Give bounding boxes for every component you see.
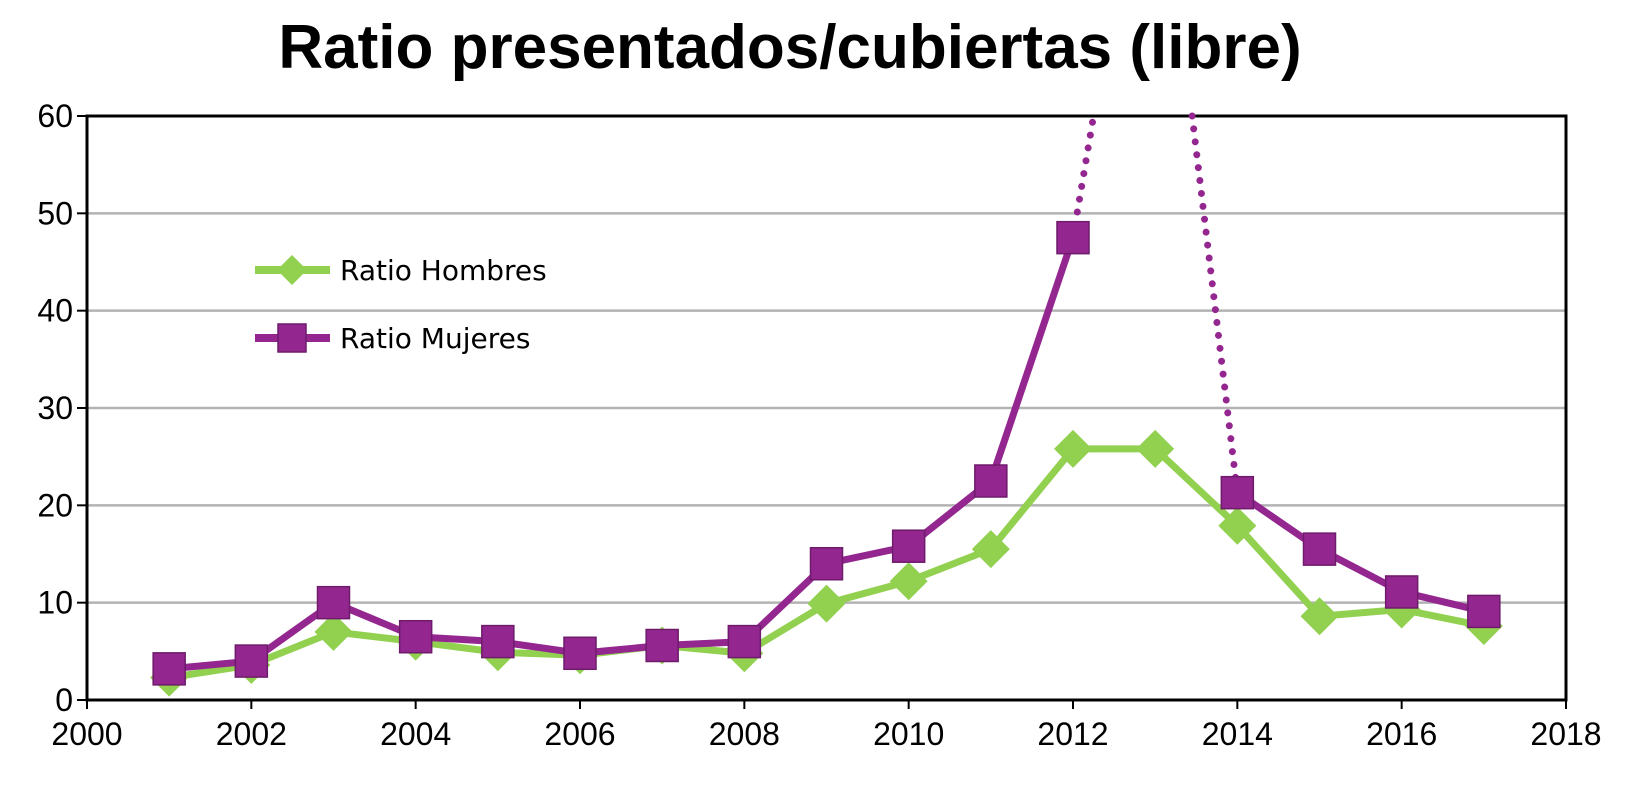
legend-entry: Ratio Hombres bbox=[255, 254, 547, 287]
y-tick-label: 0 bbox=[55, 682, 73, 718]
x-tick-label: 2006 bbox=[544, 716, 615, 752]
data-point bbox=[971, 530, 1010, 569]
y-tick-label: 20 bbox=[37, 487, 73, 523]
series-layer bbox=[150, 112, 1503, 697]
data-point bbox=[974, 464, 1008, 498]
chart-title: Ratio presentados/cubiertas (libre) bbox=[278, 13, 1301, 82]
data-point bbox=[1056, 220, 1090, 255]
x-tick-label: 2010 bbox=[873, 716, 944, 752]
off-scale-line bbox=[1188, 112, 1241, 497]
data-point bbox=[1467, 594, 1501, 629]
data-point bbox=[1384, 575, 1419, 609]
x-tick-label: 2014 bbox=[1202, 716, 1273, 752]
data-point bbox=[807, 584, 846, 623]
series-line bbox=[1235, 489, 1485, 615]
data-point bbox=[481, 624, 515, 659]
data-point bbox=[1302, 532, 1337, 566]
data-point bbox=[563, 636, 597, 671]
data-point bbox=[727, 624, 762, 659]
data-point bbox=[314, 612, 353, 651]
data-point bbox=[889, 562, 928, 601]
data-point bbox=[316, 585, 351, 620]
legend-marker bbox=[277, 323, 307, 353]
legend-label: Ratio Hombres bbox=[340, 254, 547, 287]
off-scale-line bbox=[1069, 112, 1098, 242]
x-tick-label: 2004 bbox=[380, 716, 451, 752]
legend-entry: Ratio Mujeres bbox=[255, 322, 530, 355]
data-point bbox=[809, 546, 844, 581]
data-point bbox=[1218, 506, 1257, 545]
data-point bbox=[398, 619, 433, 654]
x-tick-label: 2016 bbox=[1366, 716, 1437, 752]
legend-marker bbox=[277, 255, 307, 285]
x-tick-label: 2002 bbox=[216, 716, 287, 752]
x-tick-label: 2012 bbox=[1037, 716, 1108, 752]
data-point bbox=[152, 652, 186, 686]
series-ratio-mujeres bbox=[152, 112, 1501, 686]
series-line bbox=[168, 236, 1077, 673]
x-tick-label: 2008 bbox=[709, 716, 780, 752]
y-tick-label: 60 bbox=[37, 98, 73, 134]
legend-label: Ratio Mujeres bbox=[340, 322, 530, 355]
y-tick-label: 40 bbox=[37, 293, 73, 329]
y-tick-label: 30 bbox=[37, 390, 73, 426]
x-tick-label: 2018 bbox=[1530, 716, 1601, 752]
data-point bbox=[891, 529, 926, 563]
x-tick-label: 2000 bbox=[51, 716, 122, 752]
data-point bbox=[645, 628, 679, 663]
data-point bbox=[1300, 597, 1339, 636]
data-point bbox=[234, 644, 269, 678]
axes: 0 10 20 30 40 50 60 2000 2002 2004 2006 2008 2010 201… bbox=[37, 98, 1601, 752]
data-point bbox=[1054, 429, 1092, 468]
legend: Ratio Hombres Ratio Mujeres bbox=[255, 254, 547, 355]
y-tick-label: 50 bbox=[37, 195, 73, 231]
y-tick-label: 10 bbox=[37, 585, 73, 621]
data-point bbox=[1220, 475, 1255, 510]
data-point bbox=[1136, 429, 1175, 468]
